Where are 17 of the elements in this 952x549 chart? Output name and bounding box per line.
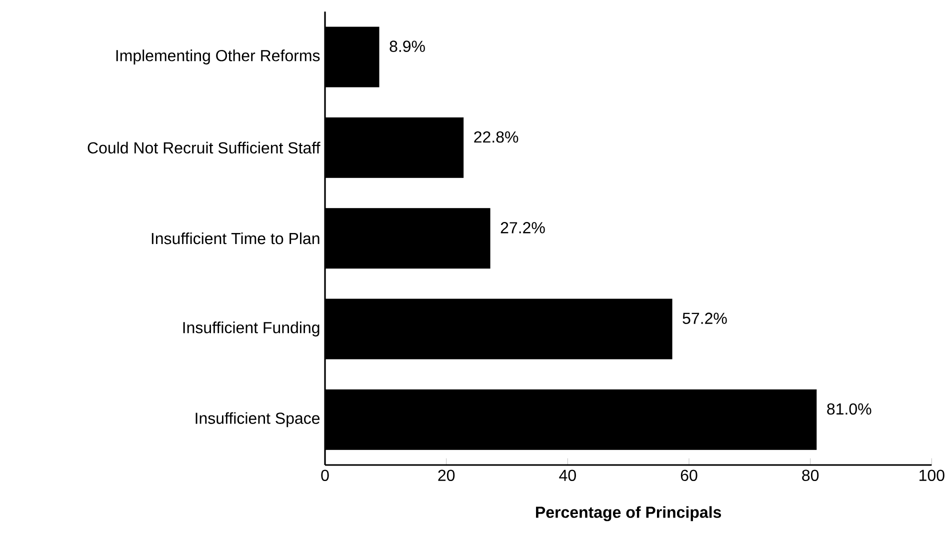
x-tick-label: 60 [680, 470, 698, 482]
x-tick-label: 20 [438, 470, 455, 482]
x-tick-label: 0 [321, 470, 329, 482]
data-label: 81.0% [827, 403, 872, 415]
data-label: 22.8% [474, 131, 518, 143]
x-axis-title: Percentage of Principals [536, 506, 722, 522]
x-tick-label: 40 [559, 470, 576, 482]
y-tick-label: Insufficient Funding [183, 322, 320, 336]
y-tick-label: Insufficient Time to Plan [152, 232, 320, 244]
data-label: 8.9% [390, 40, 425, 52]
x-tick-label: 80 [802, 470, 819, 482]
data-label: 57.2% [682, 312, 727, 324]
y-tick-label: Could Not Recruit Sufficient Staff [88, 142, 320, 154]
y-tick-label: Insufficient Space [196, 412, 320, 428]
x-tick-label: 100 [920, 470, 944, 482]
y-tick-label: Implementing Other Reforms [116, 50, 320, 64]
data-label: 27.2% [500, 222, 545, 234]
